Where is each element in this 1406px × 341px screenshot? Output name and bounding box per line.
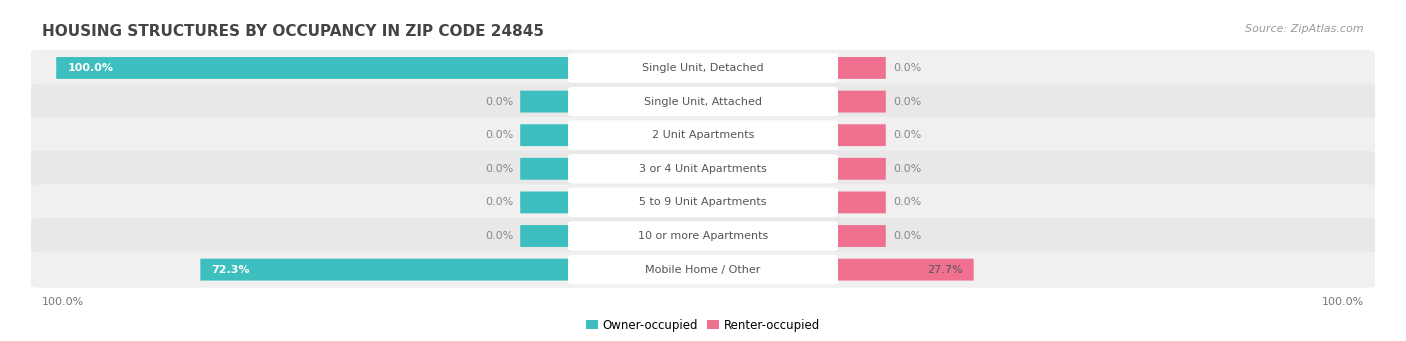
Text: Single Unit, Detached: Single Unit, Detached — [643, 63, 763, 73]
Text: Single Unit, Attached: Single Unit, Attached — [644, 97, 762, 107]
Text: 27.7%: 27.7% — [927, 265, 962, 275]
Text: 0.0%: 0.0% — [893, 231, 921, 241]
Text: 0.0%: 0.0% — [485, 231, 513, 241]
FancyBboxPatch shape — [568, 154, 838, 183]
Text: 0.0%: 0.0% — [485, 130, 513, 140]
FancyBboxPatch shape — [830, 91, 886, 113]
Text: 0.0%: 0.0% — [893, 130, 921, 140]
Text: 100.0%: 100.0% — [42, 297, 84, 307]
Text: 0.0%: 0.0% — [485, 197, 513, 207]
FancyBboxPatch shape — [568, 221, 838, 251]
FancyBboxPatch shape — [568, 188, 838, 217]
Legend: Owner-occupied, Renter-occupied: Owner-occupied, Renter-occupied — [586, 319, 820, 332]
Text: 72.3%: 72.3% — [211, 265, 250, 275]
FancyBboxPatch shape — [830, 225, 886, 247]
Text: 5 to 9 Unit Apartments: 5 to 9 Unit Apartments — [640, 197, 766, 207]
FancyBboxPatch shape — [520, 91, 576, 113]
FancyBboxPatch shape — [520, 192, 576, 213]
FancyBboxPatch shape — [520, 158, 576, 180]
FancyBboxPatch shape — [31, 84, 1375, 120]
Text: 3 or 4 Unit Apartments: 3 or 4 Unit Apartments — [640, 164, 766, 174]
Text: 0.0%: 0.0% — [893, 97, 921, 107]
FancyBboxPatch shape — [520, 225, 576, 247]
FancyBboxPatch shape — [830, 259, 973, 281]
FancyBboxPatch shape — [568, 87, 838, 116]
Text: 100.0%: 100.0% — [67, 63, 114, 73]
Text: 2 Unit Apartments: 2 Unit Apartments — [652, 130, 754, 140]
FancyBboxPatch shape — [830, 192, 886, 213]
FancyBboxPatch shape — [31, 218, 1375, 254]
Text: 0.0%: 0.0% — [893, 63, 921, 73]
FancyBboxPatch shape — [830, 57, 886, 79]
FancyBboxPatch shape — [568, 255, 838, 284]
Text: 100.0%: 100.0% — [1322, 297, 1364, 307]
FancyBboxPatch shape — [31, 50, 1375, 86]
Text: HOUSING STRUCTURES BY OCCUPANCY IN ZIP CODE 24845: HOUSING STRUCTURES BY OCCUPANCY IN ZIP C… — [42, 24, 544, 39]
FancyBboxPatch shape — [56, 57, 576, 79]
FancyBboxPatch shape — [31, 251, 1375, 288]
FancyBboxPatch shape — [31, 184, 1375, 221]
Text: 0.0%: 0.0% — [485, 164, 513, 174]
Text: Mobile Home / Other: Mobile Home / Other — [645, 265, 761, 275]
Text: 0.0%: 0.0% — [485, 97, 513, 107]
Text: 0.0%: 0.0% — [893, 164, 921, 174]
FancyBboxPatch shape — [31, 117, 1375, 153]
FancyBboxPatch shape — [31, 151, 1375, 187]
FancyBboxPatch shape — [520, 124, 576, 146]
Text: Source: ZipAtlas.com: Source: ZipAtlas.com — [1246, 24, 1364, 34]
Text: 0.0%: 0.0% — [893, 197, 921, 207]
FancyBboxPatch shape — [200, 259, 576, 281]
FancyBboxPatch shape — [568, 120, 838, 150]
FancyBboxPatch shape — [568, 53, 838, 83]
Text: 10 or more Apartments: 10 or more Apartments — [638, 231, 768, 241]
FancyBboxPatch shape — [830, 158, 886, 180]
FancyBboxPatch shape — [830, 124, 886, 146]
